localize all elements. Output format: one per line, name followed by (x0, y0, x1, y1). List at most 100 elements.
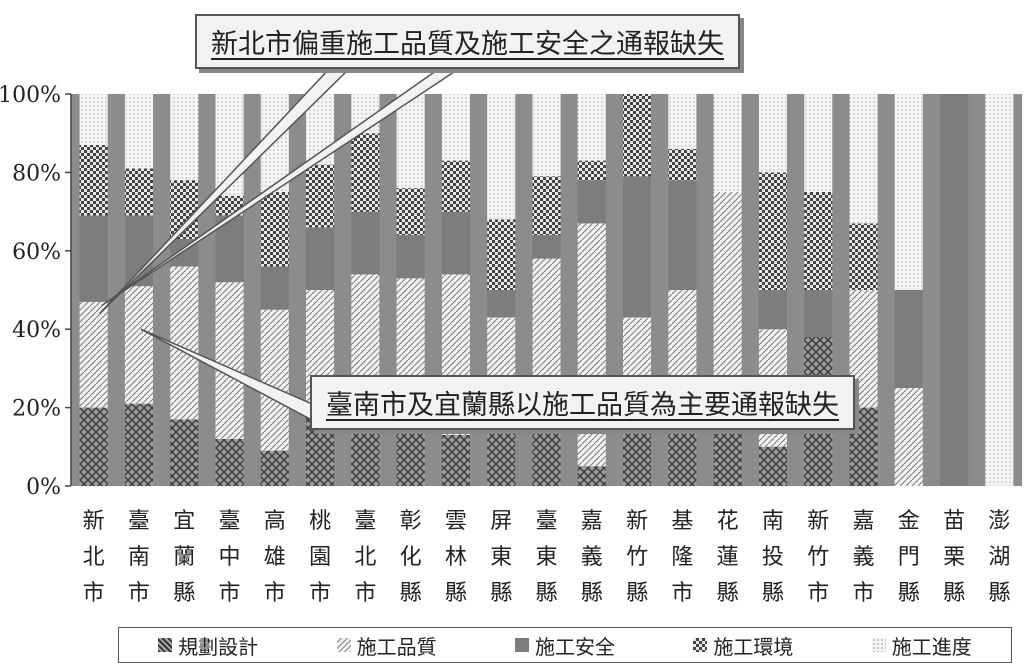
x-tick-label: 東 (490, 545, 512, 570)
x-tick-label: 新 (807, 509, 829, 534)
x-tick-label: 南 (762, 509, 784, 534)
legend-swatch (871, 638, 886, 652)
x-tick-label: 市 (264, 581, 286, 606)
bar-segment-1-5 (79, 94, 108, 145)
legend-swatch (693, 638, 708, 652)
x-tick-label: 湖 (988, 545, 1010, 570)
bar-segment-19-5 (894, 94, 923, 290)
bar-segment-10-4 (487, 219, 516, 290)
legend-swatch (336, 638, 351, 652)
bar-segment-20-3 (940, 94, 969, 486)
bar-segment-2-5 (124, 94, 153, 169)
bar-segment-16-5 (758, 94, 787, 173)
bar-segment-18-4 (849, 223, 878, 290)
bar-segment-9-4 (441, 160, 470, 212)
x-tick-label: 市 (83, 581, 105, 606)
x-tick-label: 苗 (943, 509, 965, 534)
x-tick-label: 臺 (128, 509, 150, 534)
bar-segment-14-4 (668, 148, 697, 181)
y-tick-label: 80% (12, 161, 61, 186)
annotation-text-bottom: 臺南市及宜蘭縣以施工品質為主要通報缺失 (326, 390, 839, 421)
x-tick-label: 門 (898, 545, 920, 570)
x-tick-label: 南 (128, 545, 150, 570)
x-tick-label: 林 (445, 545, 467, 570)
x-tick-label: 栗 (943, 545, 965, 570)
bar-segment-17-3 (804, 290, 833, 337)
legend-label: 施工安全 (534, 634, 615, 659)
y-tick-label: 60% (12, 240, 61, 265)
bar-segment-8-4 (396, 188, 425, 236)
legend-label: 規劃設計 (178, 634, 259, 659)
x-tick-label: 北 (354, 545, 376, 570)
x-tick-label: 花 (717, 509, 739, 534)
bar-segment-11-4 (532, 176, 561, 236)
x-tick-label: 義 (581, 545, 603, 570)
bar-segment-16-1 (758, 446, 787, 486)
annotation-text-top: 新北市偏重施工品質及施工安全之通報缺失 (211, 29, 724, 60)
x-tick-label: 東 (535, 545, 557, 570)
bar-segment-12-3 (577, 180, 606, 224)
x-tick-label: 蓮 (717, 545, 739, 570)
y-tick-label: 40% (12, 318, 61, 343)
y-tick-label: 20% (12, 397, 61, 422)
bar-segment-10-5 (487, 94, 516, 220)
bar-segment-1-2 (79, 301, 108, 408)
bar-segment-4-1 (215, 439, 244, 486)
x-tick-label: 高 (264, 509, 286, 534)
bar-segment-1-3 (79, 215, 108, 302)
x-tick-label: 縣 (490, 581, 512, 606)
x-tick-label: 縣 (762, 581, 784, 606)
bar-segment-10-3 (487, 290, 516, 318)
bar-segment-5-3 (260, 266, 289, 310)
legend-swatch (158, 638, 173, 652)
x-tick-label: 縣 (400, 581, 422, 606)
x-tick-label: 市 (309, 581, 331, 606)
bar-segment-8-3 (396, 235, 425, 279)
bar-segment-11-5 (532, 94, 561, 177)
bar-segment-1-1 (79, 407, 108, 486)
bar-segment-15-2 (713, 192, 742, 388)
x-tick-label: 縣 (988, 581, 1010, 606)
bar-segment-13-1 (623, 419, 652, 486)
x-tick-label: 嘉 (581, 509, 603, 534)
x-tick-label: 市 (852, 581, 874, 606)
bar-segment-8-5 (396, 94, 425, 189)
bar-segment-14-5 (668, 94, 697, 149)
bar-segment-2-1 (124, 403, 153, 486)
x-tick-label: 義 (852, 545, 874, 570)
x-tick-label: 北 (83, 545, 105, 570)
x-tick-label: 縣 (626, 581, 648, 606)
bar-segment-16-3 (758, 290, 787, 330)
x-tick-label: 縣 (535, 581, 557, 606)
bar-segment-6-4 (306, 164, 335, 228)
legend-label: 施工進度 (891, 634, 972, 659)
x-tick-label: 金 (898, 509, 920, 534)
bar-segment-7-4 (351, 133, 380, 212)
x-tick-label: 市 (218, 581, 240, 606)
legend-item: 施工環境 (693, 631, 793, 660)
x-tick-label: 新 (83, 509, 105, 534)
legend-item: 施工安全 (514, 631, 615, 660)
bar-segment-3-1 (170, 419, 199, 486)
bar-segment-17-4 (804, 192, 833, 290)
y-tick-label: 0% (26, 475, 61, 500)
bar-segment-7-3 (351, 211, 380, 275)
x-tick-label: 蘭 (173, 545, 195, 570)
x-tick-label: 臺 (218, 509, 240, 534)
x-tick-label: 竹 (807, 545, 829, 570)
bar-segment-14-3 (668, 180, 697, 290)
x-tick-label: 化 (400, 545, 422, 570)
x-tick-label: 縣 (173, 581, 195, 606)
legend: 規劃設計 施工品質 施工安全 施工環境 施工進度 (118, 627, 1012, 663)
bar-segment-13-3 (623, 176, 652, 318)
x-tick-label: 澎 (988, 509, 1010, 534)
legend-item: 規劃設計 (158, 631, 258, 660)
bar-segment-2-2 (124, 286, 153, 404)
x-tick-label: 宜 (173, 509, 195, 534)
annotation-box-top: 新北市偏重施工品質及施工安全之通報缺失 (195, 14, 740, 69)
x-tick-label: 竹 (626, 545, 648, 570)
bar-segment-6-3 (306, 227, 335, 290)
x-tick-label: 隆 (671, 545, 693, 570)
x-tick-label: 縣 (943, 581, 965, 606)
